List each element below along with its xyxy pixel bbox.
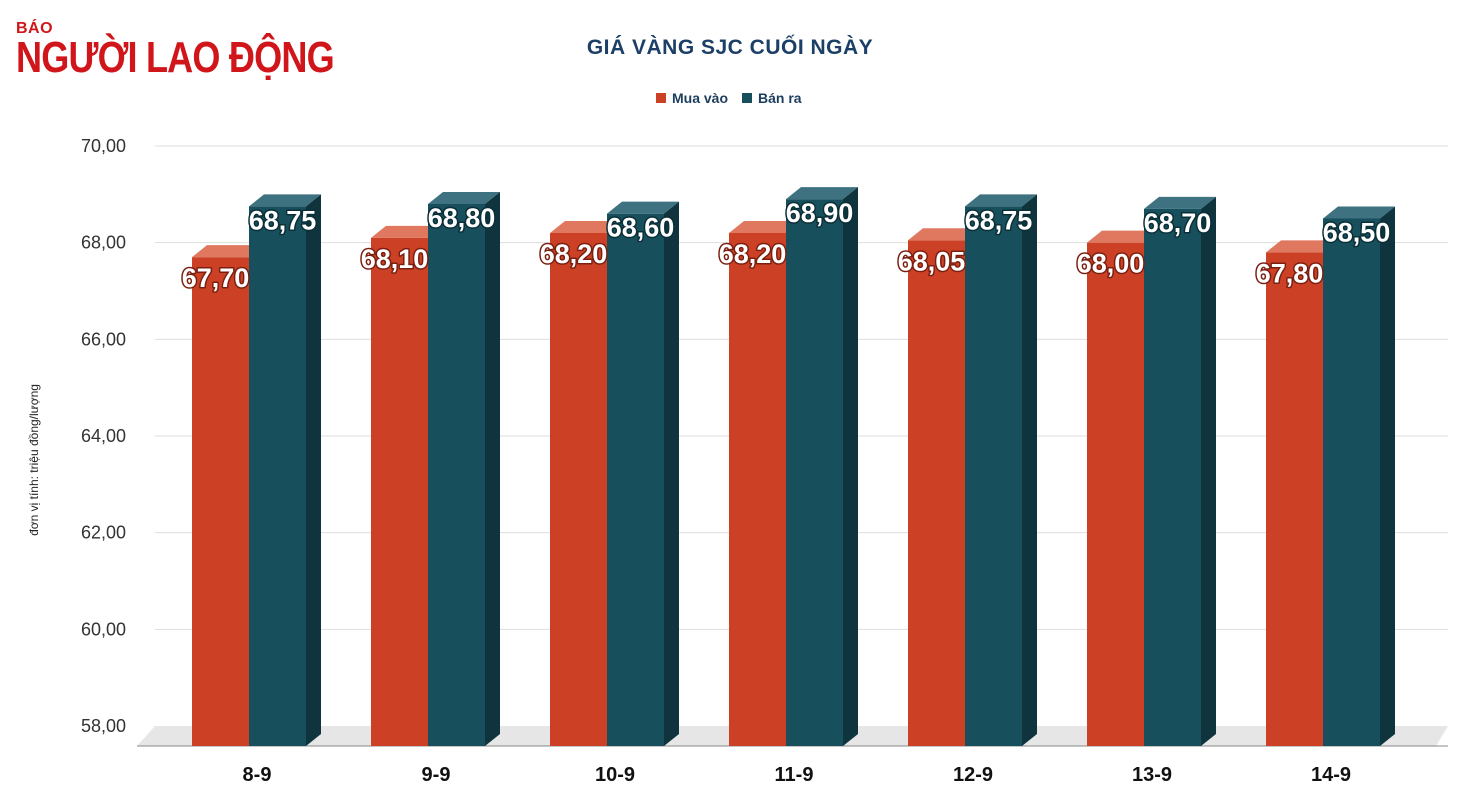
data-label: 68,70	[1144, 208, 1212, 238]
data-label: 68,60	[607, 213, 675, 243]
x-tick-label: 10-9	[595, 764, 635, 786]
legend-label-sell: Bán ra	[758, 90, 802, 106]
bar-top	[607, 201, 679, 214]
bar	[607, 213, 664, 746]
bar	[908, 240, 965, 746]
bar-side	[1022, 194, 1037, 746]
bar-top	[908, 228, 980, 241]
bar-side	[485, 192, 500, 746]
legend-label-buy: Mua vào	[672, 90, 729, 106]
y-tick-label: 68,00	[81, 233, 126, 253]
bar	[729, 233, 786, 746]
data-label: 68,50	[1323, 218, 1391, 248]
data-label: 68,00	[1077, 249, 1145, 279]
chart-legend: Mua vào Bán ra	[656, 90, 802, 106]
bar-top	[249, 194, 321, 207]
bar	[192, 257, 249, 746]
x-tick-label: 13-9	[1132, 764, 1172, 786]
x-tick-label: 11-9	[775, 764, 814, 786]
bar-top	[729, 221, 801, 233]
bar-top	[1087, 230, 1159, 243]
data-label: 68,80	[428, 203, 496, 233]
bar-top	[428, 192, 500, 204]
data-label: 67,80	[1256, 258, 1324, 288]
x-tick-label: 8-9	[243, 764, 272, 786]
bar	[1266, 252, 1323, 747]
bar	[550, 233, 607, 746]
bar-side	[1201, 196, 1216, 747]
x-tick-label: 14-9	[1311, 764, 1351, 786]
bar-top	[1266, 240, 1338, 253]
data-label: 68,05	[898, 246, 966, 276]
data-label: 68,10	[361, 244, 429, 274]
bar-top	[1323, 206, 1395, 219]
brand-logo-name: NGƯỜI LAO ĐỘNG	[16, 33, 335, 82]
data-label: 68,75	[249, 205, 317, 235]
bar	[1144, 208, 1201, 747]
data-label: 68,90	[786, 198, 854, 228]
y-tick-label: 66,00	[81, 329, 126, 349]
bar	[428, 204, 485, 746]
y-tick-label: 60,00	[81, 619, 126, 639]
bar-top	[192, 245, 264, 258]
bar	[1087, 242, 1144, 746]
x-tick-label: 9-9	[422, 764, 451, 786]
bar-side	[306, 194, 321, 746]
data-label: 68,20	[719, 239, 787, 269]
bar	[786, 199, 843, 746]
bar-side	[843, 187, 858, 746]
bar-top	[786, 187, 858, 200]
bar-top	[550, 221, 622, 233]
bar	[249, 206, 306, 746]
y-tick-label: 64,00	[81, 426, 126, 446]
chart-title: GIÁ VÀNG SJC CUỐI NGÀY	[586, 36, 874, 59]
legend-item-sell: Bán ra	[742, 90, 802, 106]
data-label: 68,75	[965, 205, 1033, 235]
brand-logo-top: BÁO	[16, 20, 54, 37]
data-label: 68,20	[540, 239, 608, 269]
bar-top	[1144, 196, 1216, 209]
bar-side	[664, 201, 679, 746]
bar	[1323, 218, 1380, 746]
legend-swatch-sell	[742, 93, 753, 103]
bar-side	[1380, 206, 1395, 746]
y-tick-label: 58,00	[81, 716, 126, 736]
y-tick-label: 62,00	[81, 523, 126, 543]
bar-top	[965, 194, 1037, 207]
x-tick-label: 12-9	[953, 764, 993, 786]
brand-logo: BÁO NGƯỜI LAO ĐỘNG	[16, 20, 336, 82]
y-tick-label: 70,00	[81, 136, 126, 156]
bar	[371, 237, 428, 747]
data-label: 67,70	[182, 263, 250, 293]
bar-top	[371, 225, 443, 238]
legend-item-buy: Mua vào	[656, 90, 728, 106]
legend-swatch-buy	[656, 93, 666, 103]
bar	[965, 206, 1022, 746]
